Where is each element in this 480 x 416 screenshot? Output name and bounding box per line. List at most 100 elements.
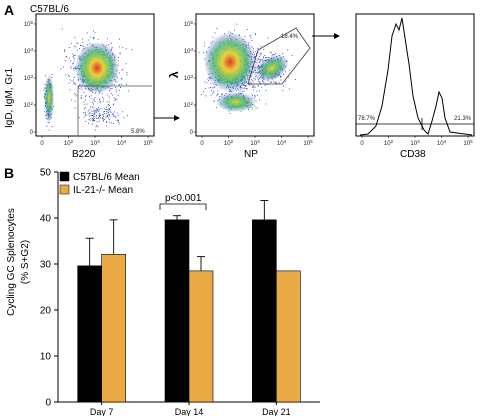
- chart-x-tick-label: Day 7: [90, 407, 114, 416]
- scatter-dot: [75, 94, 77, 95]
- x-tick-label: 104: [437, 139, 447, 147]
- scatter-dot: [257, 85, 259, 87]
- scatter-dot: [80, 97, 82, 98]
- scatter-dot: [71, 80, 73, 82]
- y-tick-label: 102: [184, 101, 194, 109]
- scatter-dot: [249, 84, 250, 86]
- scatter-dot: [275, 82, 277, 84]
- scatter-dot: [94, 113, 96, 115]
- scatter-dot: [242, 87, 244, 89]
- scatter-dot: [257, 79, 259, 80]
- scatter-dot: [61, 28, 63, 30]
- plot2-gate-pct: 18.4%: [281, 34, 299, 40]
- scatter-dot: [91, 123, 93, 125]
- plot2-density-low: [216, 92, 256, 112]
- scatter-dot: [203, 52, 204, 53]
- scatter-dot: [88, 119, 90, 121]
- scatter-dot: [90, 97, 92, 99]
- legend-label: IL-21-/- Mean: [73, 185, 133, 196]
- scatter-dot: [250, 82, 252, 84]
- scatter-dot: [252, 77, 254, 79]
- scatter-dot: [118, 123, 120, 125]
- scatter-dot: [116, 89, 118, 91]
- scatter-dot: [81, 88, 83, 90]
- scatter-dot: [51, 126, 53, 128]
- scatter-dot: [131, 48, 133, 50]
- scatter-dot: [280, 76, 282, 78]
- scatter-dot: [96, 110, 98, 112]
- scatter-dot: [93, 111, 95, 113]
- scatter-dot: [68, 75, 70, 77]
- scatter-dot: [73, 58, 75, 60]
- scatter-dot: [74, 37, 76, 39]
- scatter-dot: [90, 117, 92, 119]
- scatter-dot: [110, 112, 112, 113]
- scatter-dot: [106, 94, 108, 96]
- scatter-dot: [126, 74, 128, 76]
- plot1-density: [75, 42, 119, 94]
- scatter-dot: [64, 60, 66, 61]
- chart-bars: [77, 200, 301, 403]
- scatter-dot: [93, 107, 95, 109]
- scatter-dot: [73, 79, 74, 81]
- scatter-dot: [72, 63, 74, 65]
- scatter-dot: [90, 106, 91, 108]
- scatter-dot: [114, 115, 116, 117]
- scatter-dot: [108, 44, 110, 46]
- scatter-dot: [254, 94, 255, 96]
- scatter-dot: [83, 108, 85, 110]
- scatter-dot: [73, 77, 75, 78]
- plot1-yticks: 105 104 103 102 0: [24, 20, 36, 136]
- scatter-dot: [255, 68, 257, 70]
- scatter-dot: [81, 44, 83, 46]
- plot3-xticks: 0 102 103 104 105: [360, 136, 473, 147]
- flow-plot-b220: 5.8% 105 104 103 102 0 0 102 103 104 105 IgD, Ig…: [4, 13, 155, 160]
- scatter-dot: [85, 99, 87, 101]
- scatter-dot: [260, 52, 262, 54]
- scatter-dot: [105, 109, 107, 111]
- scatter-dot: [84, 112, 86, 113]
- scatter-dot: [70, 60, 71, 62]
- scatter-dot: [260, 45, 262, 47]
- scatter-dot: [106, 122, 108, 124]
- scatter-dot: [265, 103, 267, 105]
- legend-label: C57BL/6 Mean: [73, 172, 140, 183]
- scatter-dot: [111, 46, 113, 48]
- scatter-dot: [43, 111, 45, 113]
- scatter-dot: [257, 52, 259, 54]
- scatter-dot: [85, 95, 87, 97]
- y-tick-label: 0: [190, 130, 194, 136]
- scatter-dot: [125, 84, 127, 86]
- scatter-dot: [251, 80, 253, 82]
- scatter-dot: [255, 76, 257, 78]
- scatter-dot: [92, 37, 94, 38]
- scatter-dot: [259, 81, 261, 83]
- scatter-dot: [254, 79, 256, 81]
- scatter-dot: [45, 117, 47, 119]
- scatter-dot: [203, 45, 205, 47]
- panel-b-letter: B: [4, 165, 14, 181]
- scatter-dot: [269, 82, 271, 83]
- scatter-dot: [263, 57, 264, 59]
- scatter-dot: [254, 78, 256, 80]
- scatter-dot: [102, 120, 104, 122]
- scatter-dot: [93, 103, 94, 105]
- x-tick-label: 105: [303, 139, 313, 147]
- scatter-dot: [103, 100, 104, 102]
- scatter-dot: [216, 94, 218, 96]
- scatter-dot: [243, 90, 245, 92]
- scatter-dot: [75, 83, 77, 85]
- scatter-dot: [99, 101, 101, 102]
- scatter-dot: [83, 101, 85, 103]
- scatter-dot: [291, 55, 293, 56]
- scatter-dot: [254, 50, 256, 52]
- scatter-dot: [203, 91, 204, 93]
- x-tick-label: 102: [64, 139, 74, 147]
- scatter-dot: [75, 46, 77, 48]
- scatter-dot: [94, 111, 96, 113]
- scatter-dot: [252, 81, 254, 83]
- scatter-dot: [93, 118, 95, 119]
- scatter-dot: [95, 126, 97, 128]
- scatter-dot: [92, 118, 94, 120]
- scatter-dot: [275, 53, 276, 55]
